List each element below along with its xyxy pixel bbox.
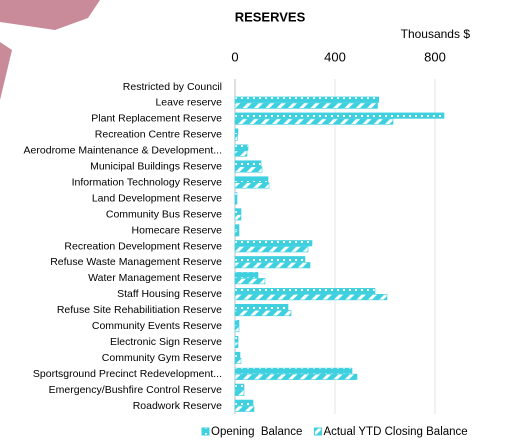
bar [235, 384, 244, 390]
bar [235, 215, 241, 221]
bar [235, 294, 387, 300]
bar [235, 352, 240, 358]
bar [235, 390, 244, 396]
bar [235, 103, 378, 109]
bar [235, 336, 238, 342]
bar [235, 320, 239, 326]
bar [235, 374, 357, 380]
y-tick-label: Community Events Reserve [92, 320, 222, 332]
bar [235, 167, 262, 173]
legend-label: Opening Balance [211, 426, 302, 438]
y-tick-label: Community Bus Reserve [106, 208, 222, 220]
y-tick-label: Recreation Centre Reserve [95, 129, 222, 141]
bar [235, 209, 241, 215]
bar [235, 177, 268, 183]
y-tick-label: Municipal Buildings Reserve [90, 161, 222, 173]
x-tick-label: 400 [324, 49, 346, 64]
bar [235, 113, 444, 119]
y-tick-label: Restricted by Council [123, 81, 222, 93]
y-tick-label: Recreation Development Reserve [64, 240, 222, 252]
legend-label: Actual YTD Closing Balance [323, 426, 467, 438]
y-tick-label: Sportsground Precinct Redevelopment... [33, 368, 222, 380]
bar [235, 400, 253, 406]
bar [235, 262, 310, 268]
y-tick-label: Plant Replacement Reserve [91, 113, 222, 125]
y-tick-label: Aerodrome Maintenance & Development... [24, 145, 222, 157]
chart: RESERVES Thousands $ 0 400 800 Restricted b… [0, 0, 524, 444]
bar [235, 145, 248, 151]
y-tick-label: Electronic Sign Reserve [110, 336, 222, 348]
bar [235, 247, 308, 253]
y-tick-label: Refuse Site Rehabilitiation Reserve [57, 304, 222, 316]
y-tick-label: Community Gym Reserve [102, 352, 222, 364]
bar [235, 358, 241, 364]
decoration [0, 0, 100, 30]
bar [235, 231, 239, 237]
bar [235, 161, 261, 167]
bar [235, 256, 305, 262]
bar [235, 183, 269, 189]
axis-label: Thousands $ [401, 27, 471, 41]
y-tick-label: Emergency/Bushfire Control Reserve [49, 384, 222, 396]
y-tick-label: Leave reserve [155, 97, 222, 109]
bar [235, 151, 247, 157]
bar [235, 241, 312, 247]
bar [235, 272, 258, 278]
bar [235, 129, 238, 135]
bar [235, 225, 239, 231]
bar [235, 310, 291, 316]
bar [235, 368, 352, 374]
bar [235, 135, 238, 141]
bar [235, 304, 288, 310]
y-tick-label: Homecare Reserve [132, 224, 223, 236]
chart-title: RESERVES [235, 9, 306, 24]
y-tick-label: Information Technology Reserve [72, 176, 223, 188]
x-tick-label: 800 [424, 49, 446, 64]
y-tick-label: Staff Housing Reserve [117, 288, 222, 300]
legend-swatch [314, 428, 321, 435]
bar [235, 199, 237, 205]
decoration [0, 42, 12, 100]
bar [235, 193, 237, 199]
x-tick-label: 0 [231, 49, 238, 64]
bar [235, 288, 375, 294]
bar [235, 342, 238, 348]
legend-swatch [202, 428, 209, 435]
bar [235, 406, 254, 412]
y-tick-label: Refuse Waste Management Reserve [50, 256, 222, 268]
y-tick-label: Land Development Reserve [92, 192, 222, 204]
bar [235, 119, 393, 125]
y-tick-label: Roadwork Reserve [133, 400, 222, 412]
y-tick-label: Water Management Reserve [88, 272, 222, 284]
bar [235, 97, 379, 103]
bar [235, 278, 265, 284]
bar [235, 326, 239, 332]
